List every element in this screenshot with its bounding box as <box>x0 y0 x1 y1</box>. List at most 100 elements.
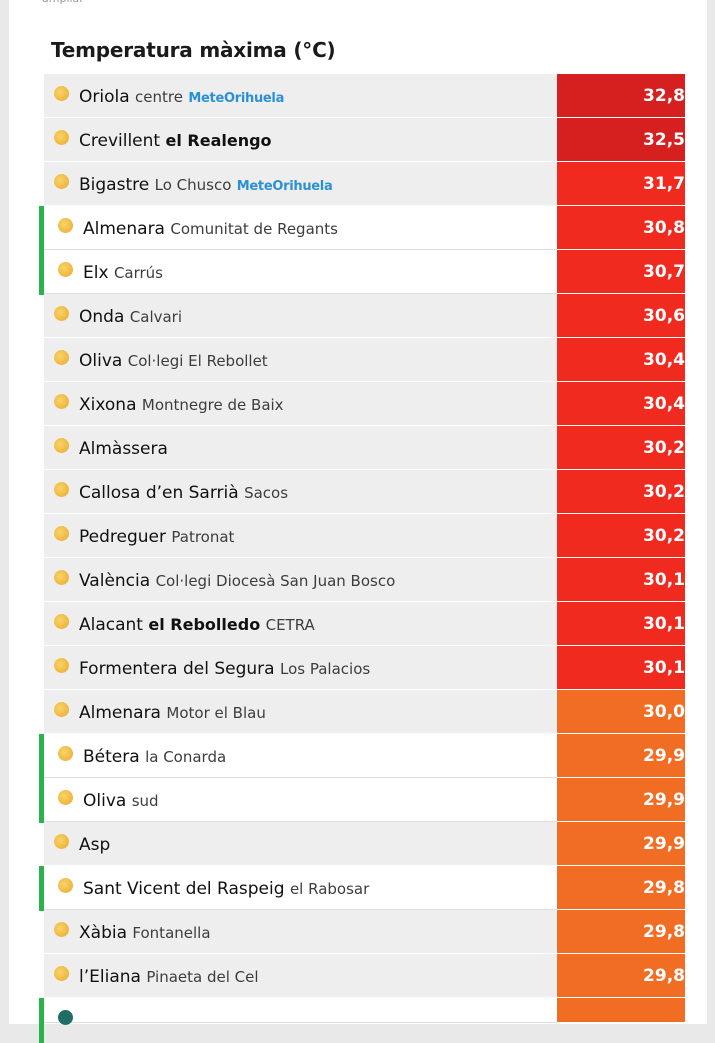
station-label[interactable]: Bigastre Lo Chusco MeteOrihuela <box>79 175 333 195</box>
station-label[interactable]: Alacant el Rebolledo CETRA <box>79 615 315 635</box>
table-row[interactable]: Asp 29,9 <box>44 821 685 866</box>
table-row[interactable]: Oriola centre MeteOrihuela 32,8 <box>44 74 685 118</box>
temperature-value: 29,8 <box>643 965 685 986</box>
station-label[interactable]: Oliva sud <box>83 791 159 811</box>
sun-icon <box>58 1010 73 1025</box>
table-row[interactable]: Onda Calvari 30,6 <box>44 293 685 338</box>
station-name-cell: Xàbia Fontanella <box>44 909 557 954</box>
station-sublocation: Sacos <box>244 484 289 502</box>
sun-icon <box>58 218 73 233</box>
active-station-marker <box>39 734 44 779</box>
temperature-value: 30,1 <box>643 657 685 678</box>
station-label[interactable]: Oriola centre MeteOrihuela <box>79 87 284 107</box>
station-name: Pedreguer <box>79 527 166 547</box>
table-row[interactable]: Bétera la Conarda 29,9 <box>39 733 685 779</box>
active-station-marker <box>39 778 44 823</box>
station-label[interactable]: Pedreguer Patronat <box>79 527 234 547</box>
temperature-value-cell: 30,4 <box>557 381 685 426</box>
temperature-value: 30,7 <box>643 261 685 282</box>
active-station-marker <box>39 866 44 911</box>
station-label[interactable]: Oliva Col·legi El Rebollet <box>79 351 268 371</box>
sun-icon <box>54 394 69 409</box>
station-name-cell: Sant Vicent del Raspeig el Rabosar <box>39 865 557 911</box>
station-name-cell: Elx Carrús <box>39 249 557 295</box>
station-name: l’Eliana <box>79 967 141 987</box>
station-label[interactable]: Xàbia Fontanella <box>79 923 211 943</box>
temperature-value-cell: 29,8 <box>557 865 685 910</box>
station-name-cell: Almenara Comunitat de Regants <box>39 205 557 251</box>
station-label[interactable]: Almenara Comunitat de Regants <box>83 219 338 239</box>
table-row[interactable] <box>39 997 685 1043</box>
sun-icon <box>54 438 69 453</box>
table-row[interactable]: Almàssera 30,2 <box>44 425 685 470</box>
station-label[interactable]: Elx Carrús <box>83 263 163 283</box>
station-sublocation: Motor el Blau <box>166 704 266 722</box>
station-sublocation: Col·legi El Rebollet <box>127 352 268 370</box>
table-row[interactable]: Crevillent el Realengo 32,5 <box>44 117 685 162</box>
table-row[interactable]: Almenara Motor el Blau 30,0 <box>44 689 685 734</box>
temperature-value: 30,6 <box>643 305 685 326</box>
station-name-cell: Alacant el Rebolledo CETRA <box>44 601 557 646</box>
temperature-value: 29,8 <box>643 877 685 898</box>
table-row[interactable]: l’Eliana Pinaeta del Cel 29,8 <box>44 953 685 998</box>
station-label[interactable]: Onda Calvari <box>79 307 182 327</box>
temperature-value-cell: 30,2 <box>557 425 685 470</box>
table-row[interactable]: Alacant el Rebolledo CETRA 30,1 <box>44 601 685 646</box>
temperature-value: 29,9 <box>643 745 685 766</box>
station-label[interactable]: Callosa d’en Sarrià Sacos <box>79 483 288 503</box>
table-row[interactable]: Xàbia Fontanella 29,8 <box>44 909 685 954</box>
station-label[interactable]: Sant Vicent del Raspeig el Rabosar <box>83 879 369 899</box>
table-row[interactable]: Pedreguer Patronat 30,2 <box>44 513 685 558</box>
table-row[interactable]: Callosa d’en Sarrià Sacos 30,2 <box>44 469 685 514</box>
station-sublocation: Montnegre de Baix <box>141 396 284 414</box>
station-label[interactable]: Formentera del Segura Los Palacios <box>79 659 370 679</box>
temperature-value-cell: 30,7 <box>557 249 685 294</box>
station-label[interactable]: Asp <box>79 835 110 855</box>
temperature-value: 30,1 <box>643 613 685 634</box>
temperature-value: 30,2 <box>643 481 685 502</box>
table-row[interactable]: Bigastre Lo Chusco MeteOrihuela 31,7 <box>44 161 685 206</box>
table-row[interactable]: València Col·legi Diocesà San Juan Bosco… <box>44 557 685 602</box>
temperature-value-cell: 31,7 <box>557 161 685 206</box>
station-name: Almàssera <box>79 439 168 459</box>
station-label[interactable]: Crevillent el Realengo <box>79 131 272 151</box>
table-row[interactable]: Elx Carrús 30,7 <box>39 249 685 295</box>
station-name: Sant Vicent del Raspeig <box>83 879 285 899</box>
temperature-value: 30,1 <box>643 569 685 590</box>
table-title: Temperatura màxima (°C) <box>51 38 336 62</box>
table-row[interactable]: Sant Vicent del Raspeig el Rabosar 29,8 <box>39 865 685 911</box>
station-name-cell: Almàssera <box>44 425 557 470</box>
sun-icon <box>54 526 69 541</box>
table-row[interactable]: Oliva Col·legi El Rebollet 30,4 <box>44 337 685 382</box>
station-label[interactable]: València Col·legi Diocesà San Juan Bosco <box>79 571 395 591</box>
station-label[interactable]: Almàssera <box>79 439 168 459</box>
station-name-cell: Callosa d’en Sarrià Sacos <box>44 469 557 514</box>
temperature-value-cell: 30,1 <box>557 557 685 602</box>
station-sublocation-bold: el Rebolledo <box>148 615 261 634</box>
temperature-value: 30,2 <box>643 525 685 546</box>
temperature-value-cell: 30,8 <box>557 205 685 250</box>
station-sublocation: Carrús <box>113 264 163 282</box>
temperature-value-cell: 29,9 <box>557 733 685 778</box>
station-label[interactable]: Almenara Motor el Blau <box>79 703 266 723</box>
table-row[interactable]: Almenara Comunitat de Regants 30,8 <box>39 205 685 251</box>
station-label[interactable]: Bétera la Conarda <box>83 747 226 767</box>
table-row[interactable]: Formentera del Segura Los Palacios 30,1 <box>44 645 685 690</box>
temperature-value: 30,4 <box>643 393 685 414</box>
meteorihuela-logo: MeteOrihuela <box>236 179 333 194</box>
sun-icon <box>54 174 69 189</box>
temperature-value: 29,9 <box>643 789 685 810</box>
sun-icon <box>58 790 73 805</box>
station-name: Xàbia <box>79 923 127 943</box>
station-label[interactable]: l’Eliana Pinaeta del Cel <box>79 967 259 987</box>
temperature-value: 29,8 <box>643 921 685 942</box>
sun-icon <box>54 130 69 145</box>
ampliar-link[interactable]: ampliar <box>42 0 84 5</box>
station-sublocation: Pinaeta del Cel <box>146 968 259 986</box>
station-label[interactable]: Xixona Montnegre de Baix <box>79 395 284 415</box>
temperature-value-cell: 29,9 <box>557 777 685 822</box>
station-name-cell <box>39 997 557 1043</box>
table-row[interactable]: Xixona Montnegre de Baix 30,4 <box>44 381 685 426</box>
table-row[interactable]: Oliva sud 29,9 <box>39 777 685 823</box>
sun-icon <box>54 658 69 673</box>
